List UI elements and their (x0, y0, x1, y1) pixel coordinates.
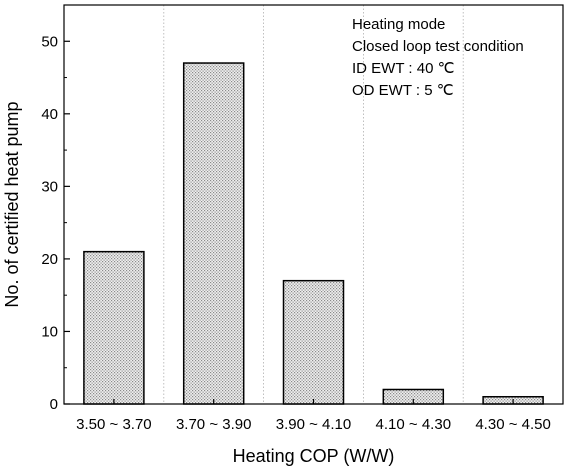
x-tick-label: 4.10 ~ 4.30 (376, 416, 451, 433)
bar (282, 279, 345, 405)
y-axis-ticks: 0 10 20 30 40 50 (41, 33, 70, 413)
y-axis-title: No. of certified heat pump (2, 101, 22, 307)
grid-lines (163, 5, 464, 404)
y-tick-label: 50 (41, 33, 58, 50)
annotation-line: Heating mode (352, 16, 445, 33)
x-tick-label: 3.70 ~ 3.90 (176, 416, 251, 433)
y-tick-label: 10 (41, 323, 58, 340)
y-tick-label: 40 (41, 106, 58, 123)
bar (182, 62, 245, 405)
y-tick-label: 0 (50, 396, 58, 413)
bars (83, 62, 544, 405)
y-tick-label: 20 (41, 251, 58, 268)
annotation-line: OD EWT : 5 ℃ (352, 82, 454, 99)
x-axis-ticks: 3.50 ~ 3.70 3.70 ~ 3.90 3.90 ~ 4.10 4.10 ~ … (76, 399, 551, 433)
y-tick-label: 30 (41, 178, 58, 195)
annotation-line: ID EWT : 40 ℃ (352, 60, 454, 77)
bar (83, 250, 145, 405)
x-tick-label: 4.30 ~ 4.50 (475, 416, 550, 433)
x-axis-title: Heating COP (W/W) (233, 446, 395, 466)
annotation-line: Closed loop test condition (352, 38, 524, 55)
x-tick-label: 3.90 ~ 4.10 (276, 416, 351, 433)
annotation-box: Heating mode Closed loop test condition … (352, 16, 524, 99)
x-tick-label: 3.50 ~ 3.70 (76, 416, 151, 433)
